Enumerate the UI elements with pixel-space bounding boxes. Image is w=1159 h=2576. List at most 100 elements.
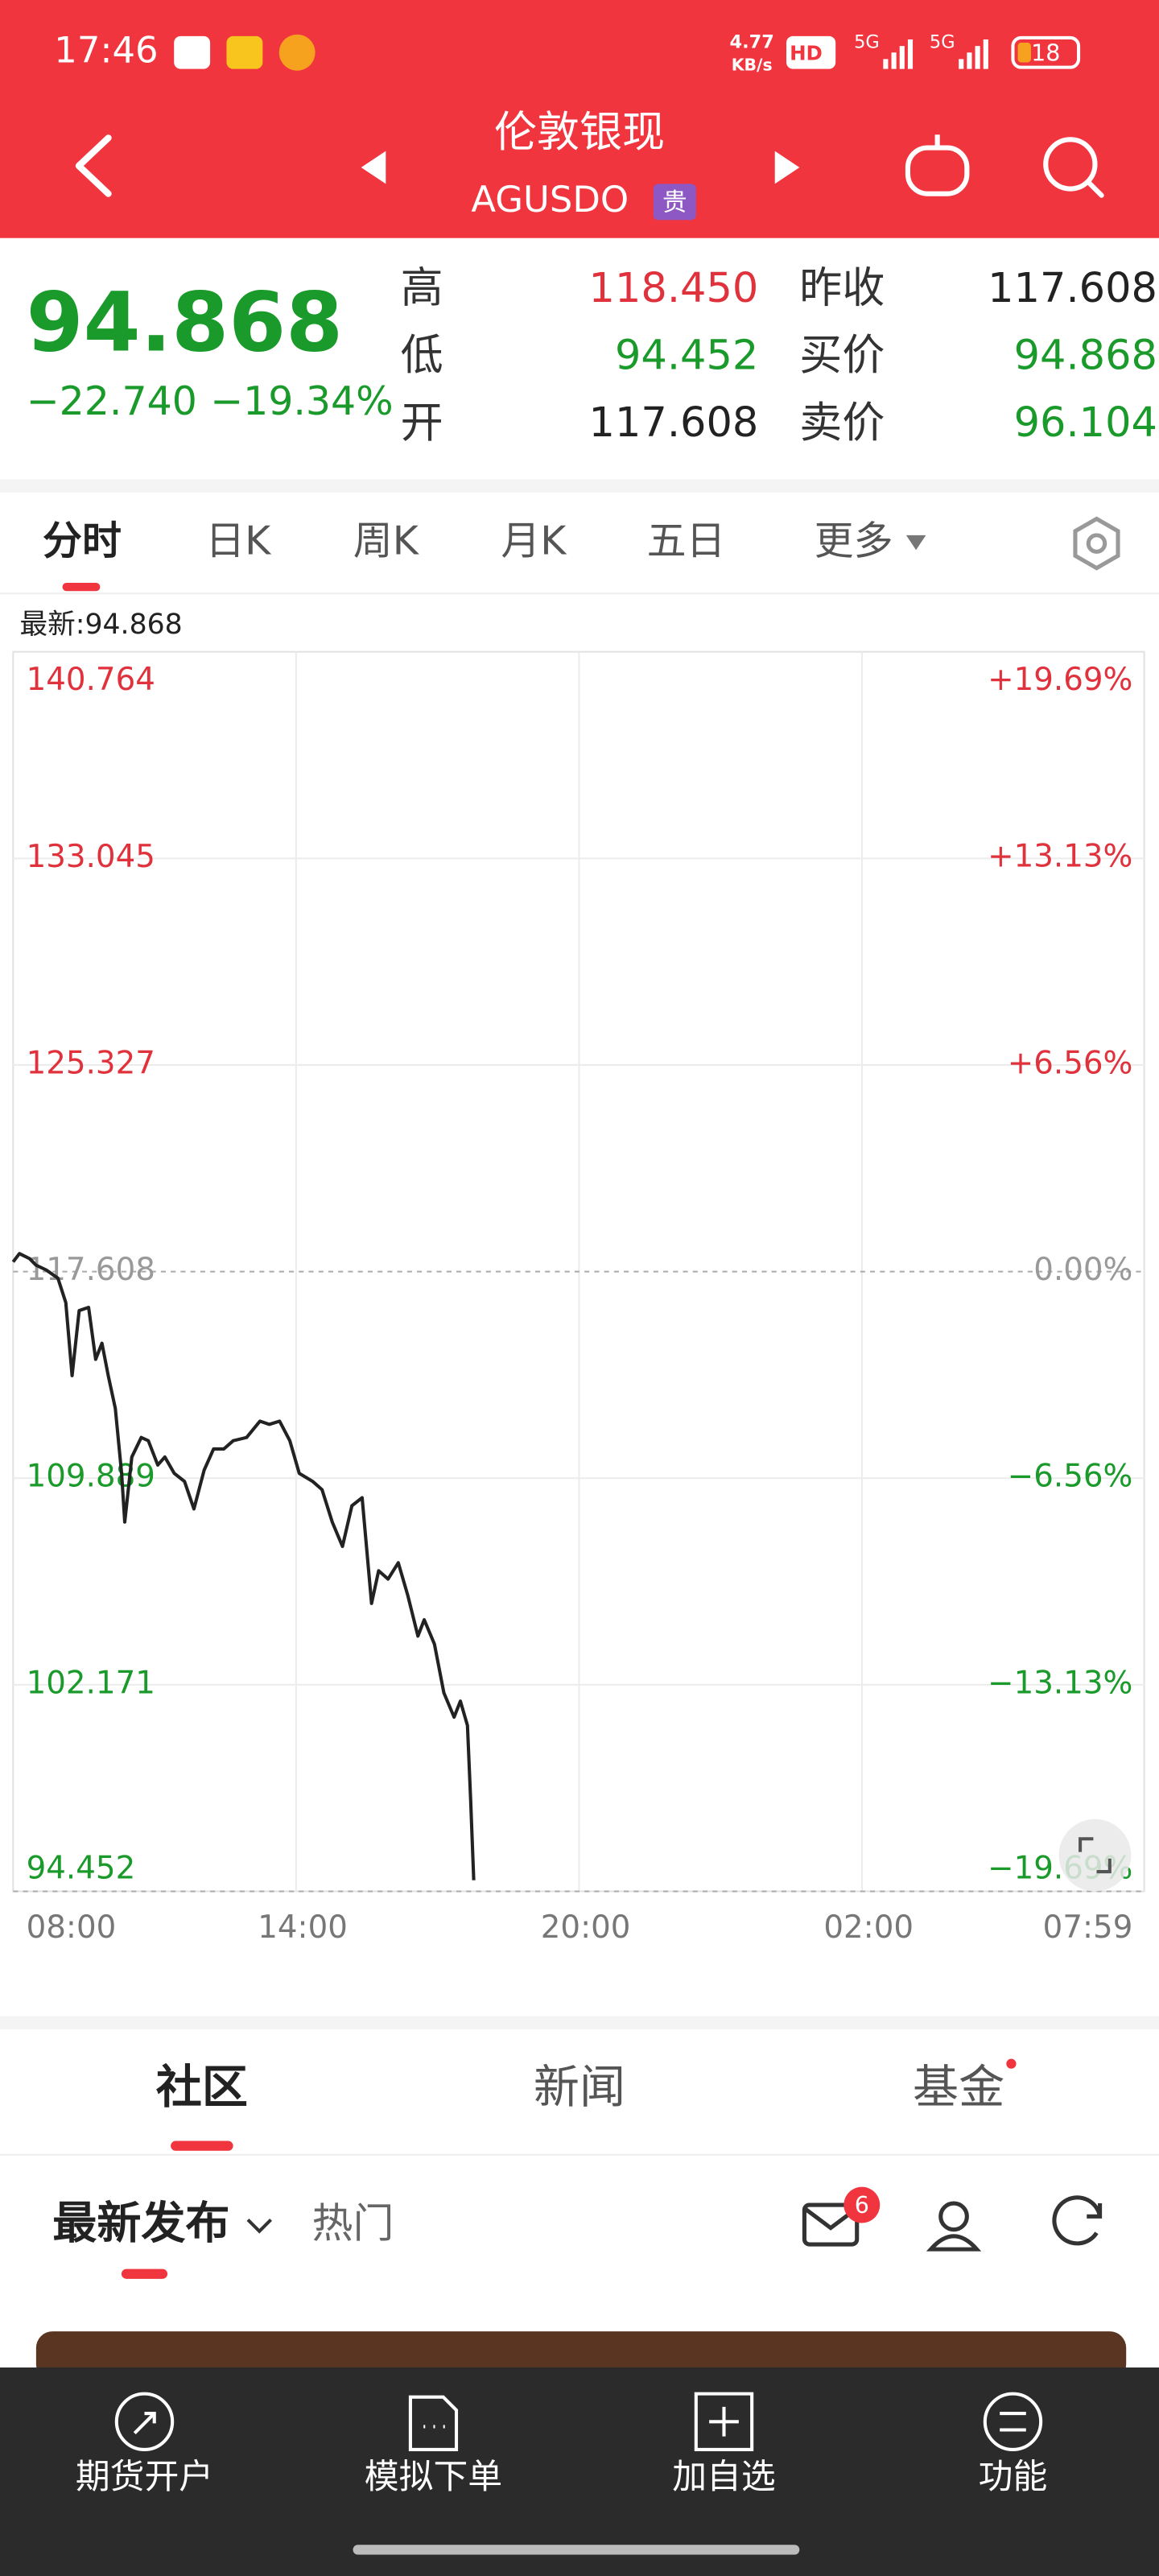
- instrument-title: 伦敦银现: [494, 107, 665, 157]
- profile-body: [926, 2234, 982, 2252]
- home-indicator: [353, 2545, 800, 2555]
- stat-label: 昨收: [799, 263, 885, 313]
- quote-stats: 高 118.450 低 94.452 开 117.608 昨收 117.608 买价 94.868…: [401, 263, 1157, 448]
- mail-badge: [843, 2186, 881, 2223]
- chart-tab[interactable]: 月K: [501, 518, 567, 564]
- network-label: 5G: [854, 32, 880, 53]
- net-speed: 4.77: [729, 32, 773, 53]
- feed-tab[interactable]: 热门: [312, 2201, 394, 2248]
- settings-icon-center: [1086, 533, 1107, 554]
- instrument-code: AGUSDO: [471, 178, 629, 221]
- x-tick-label: 08:00: [27, 1909, 117, 1946]
- net-speed-unit: KB/s: [732, 56, 773, 75]
- nav-label[interactable]: 功能: [979, 2457, 1048, 2497]
- y-tick-label: 125.327: [27, 1045, 155, 1081]
- hd-badge: [786, 35, 836, 69]
- nav-label[interactable]: 期货开户: [76, 2457, 213, 2497]
- last-price: 94.868: [27, 275, 344, 371]
- back-button[interactable]: [75, 134, 112, 197]
- stat-value: 117.608: [988, 265, 1157, 312]
- price-change-pct: −19.34%: [210, 378, 394, 424]
- mail-badge-count: 6: [855, 2191, 869, 2219]
- y-tick-label: 140.764: [27, 662, 155, 698]
- battery-level: [1017, 43, 1031, 63]
- settings-icon: [1073, 516, 1120, 571]
- stat-label: 卖价: [799, 398, 885, 448]
- y-tick-label: 133.045: [27, 839, 155, 875]
- price-line: [11, 1252, 476, 1880]
- app-icon: [226, 35, 263, 69]
- signal-icon: [883, 39, 988, 69]
- community-tab[interactable]: 基金: [913, 2061, 1004, 2114]
- tab-indicator: [171, 2140, 233, 2151]
- y2-tick-label: −13.13%: [988, 1666, 1132, 1702]
- battery-label: 18: [1031, 39, 1060, 66]
- mail-icon: [802, 2202, 860, 2247]
- stat-value: 94.452: [615, 332, 758, 380]
- y-tick-label: 102.171: [27, 1665, 155, 1701]
- nav-icon[interactable]: [114, 2392, 175, 2451]
- bottom-nav-background: [0, 2367, 1159, 2576]
- x-tick-label: 02:00: [823, 1909, 914, 1946]
- robot-button[interactable]: [905, 134, 970, 196]
- y2-tick-label: +6.56%: [1008, 1046, 1133, 1082]
- app-icon: [278, 34, 316, 71]
- feed-tab[interactable]: 最新发布: [52, 2198, 229, 2249]
- nav-label[interactable]: 加自选: [672, 2457, 775, 2497]
- separator: [0, 592, 1159, 595]
- nav-icon[interactable]: [694, 2392, 754, 2451]
- next-button[interactable]: [774, 151, 800, 184]
- prev-button[interactable]: [361, 151, 386, 184]
- profile-head: [938, 2201, 969, 2232]
- search-icon: [1043, 137, 1098, 192]
- chart-tab[interactable]: 五日: [647, 518, 726, 564]
- nav-icon[interactable]: [983, 2392, 1043, 2451]
- profile-button[interactable]: [926, 2201, 982, 2252]
- settings-button[interactable]: [1073, 516, 1120, 571]
- dropdown-icon[interactable]: [246, 2218, 272, 2234]
- chart-tab[interactable]: 日K: [205, 518, 272, 564]
- chart-tab[interactable]: 分时: [43, 518, 122, 564]
- nav-label[interactable]: 模拟下单: [365, 2457, 502, 2497]
- chart-tab[interactable]: 周K: [353, 518, 420, 564]
- y2-tick-label: 0.00%: [1033, 1252, 1132, 1288]
- y-tick-label: 94.452: [27, 1851, 136, 1887]
- x-tick-label: 07:59: [1043, 1909, 1133, 1946]
- x-tick-label: 14:00: [258, 1909, 348, 1946]
- tab-indicator: [121, 2268, 168, 2279]
- y2-tick-label: −6.56%: [1008, 1459, 1133, 1495]
- search-handle: [1086, 180, 1104, 198]
- mail-button[interactable]: 6: [802, 2186, 881, 2247]
- fullscreen-icon: [1079, 1837, 1112, 1874]
- community-tabs: 社区 新闻 基金: [156, 2061, 1004, 2114]
- price-change: −22.740: [27, 378, 197, 424]
- y2-tick-label: +19.69%: [988, 662, 1132, 698]
- chart-tabs: 分时 日K 周K 月K 五日 更多: [43, 518, 926, 564]
- community-tab[interactable]: 新闻: [534, 2061, 625, 2114]
- separator: [0, 479, 1159, 493]
- chart-tab[interactable]: 更多: [815, 518, 893, 564]
- community-tab[interactable]: 社区: [156, 2061, 248, 2114]
- refresh-button[interactable]: [1052, 2195, 1103, 2246]
- badge-label: 贵: [662, 188, 687, 217]
- search-button[interactable]: [1043, 137, 1104, 198]
- battery-outline: [1011, 35, 1081, 69]
- new-dot: [1006, 2058, 1017, 2069]
- separator: [0, 2153, 1159, 2156]
- stat-value: 96.104: [1014, 399, 1157, 447]
- stat-value: 117.608: [589, 399, 759, 447]
- y2-tick-label: +13.13%: [988, 839, 1132, 875]
- badge: [653, 184, 696, 221]
- y-tick-label: 109.889: [27, 1459, 155, 1495]
- stat-label: 开: [401, 398, 443, 448]
- nav-icon[interactable]: [408, 2395, 459, 2451]
- dropdown-icon[interactable]: [905, 535, 926, 551]
- separator: [0, 2016, 1159, 2029]
- tab-indicator: [62, 583, 101, 592]
- stat-label: 高: [401, 263, 443, 313]
- stat-value: 94.868: [1014, 332, 1157, 380]
- fullscreen-button[interactable]: [1058, 1818, 1132, 1892]
- hd-label: HD: [790, 41, 823, 64]
